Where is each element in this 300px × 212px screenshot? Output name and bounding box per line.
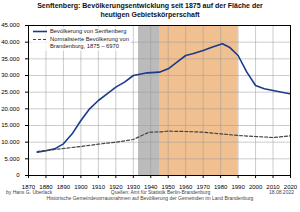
svg-text:15.000: 15.000 [1, 122, 20, 128]
svg-text:1970: 1970 [196, 184, 210, 189]
svg-text:1870: 1870 [22, 184, 36, 189]
svg-text:1960: 1960 [179, 184, 193, 189]
svg-text:1950: 1950 [162, 184, 176, 189]
svg-text:1990: 1990 [231, 184, 245, 189]
html-text:18.08.2022: 18.08.2022 [269, 189, 294, 195]
svg-text:1920: 1920 [109, 184, 123, 189]
svg-text:45.000: 45.000 [1, 22, 20, 28]
html-text:Senftenberg: Bevölkerungsentwi: Senftenberg: Bevölkerungsentwicklung sei… [37, 2, 263, 18]
svg-text:1900: 1900 [74, 184, 88, 189]
svg-text:0: 0 [16, 172, 20, 178]
svg-text:1880: 1880 [39, 184, 53, 189]
html-text:Historische Gemeindevorrausnah: Historische Gemeindevorrausnahmen auf Be… [46, 195, 254, 202]
svg-text:1940: 1940 [144, 184, 158, 189]
svg-text:1910: 1910 [92, 184, 106, 189]
html-text:Normalisierte Bevölkerung von: Normalisierte Bevölkerung von Brandenbur… [50, 35, 129, 49]
svg-text:5.000: 5.000 [4, 156, 20, 162]
html-text:Quellen: Amt für Statistik Ber: Quellen: Amt für Statistik Berlin-Brande… [110, 189, 211, 195]
svg-text:1980: 1980 [214, 184, 228, 189]
svg-text:2000: 2000 [249, 184, 263, 189]
svg-text:25.000: 25.000 [1, 89, 20, 95]
html-text:Bevölkerung von Senftenberg: Bevölkerung von Senftenberg [50, 28, 127, 34]
svg-text:30.000: 30.000 [1, 72, 20, 78]
html-text:by Hans G. Überlack: by Hans G. Überlack [6, 189, 53, 195]
svg-text:2010: 2010 [266, 184, 280, 189]
svg-text:2020: 2020 [284, 184, 298, 189]
svg-text:1930: 1930 [127, 184, 141, 189]
svg-text:40.000: 40.000 [1, 39, 20, 45]
svg-text:10.000: 10.000 [1, 139, 20, 145]
svg-text:35.000: 35.000 [1, 56, 20, 62]
svg-text:1890: 1890 [57, 184, 71, 189]
svg-text:20.000: 20.000 [1, 106, 20, 112]
